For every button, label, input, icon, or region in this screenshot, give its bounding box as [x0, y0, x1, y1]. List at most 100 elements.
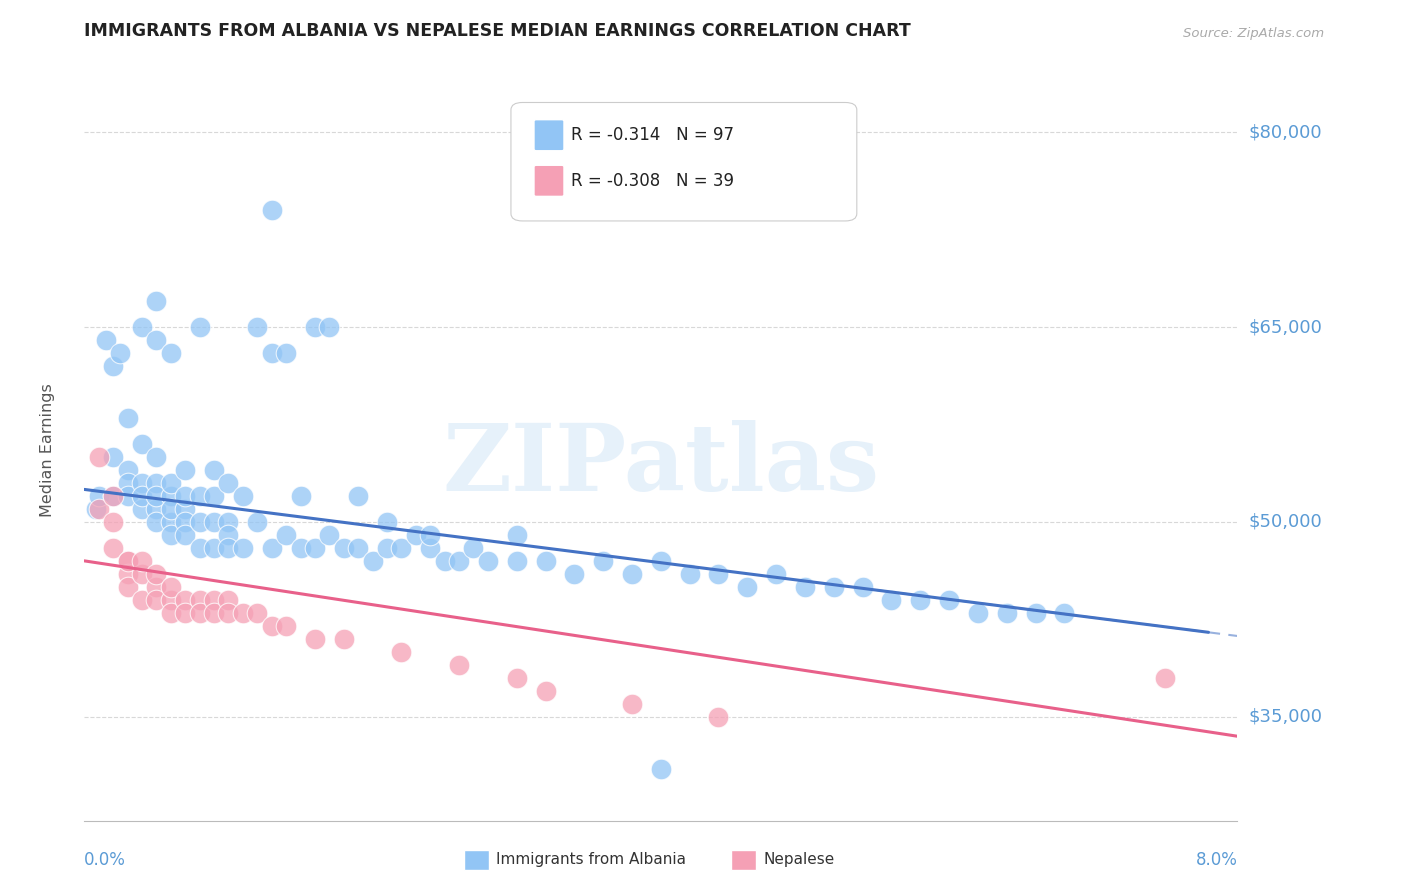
Point	[103, 489, 124, 503]
Point	[145, 475, 167, 490]
Point	[103, 489, 124, 503]
Point	[1025, 606, 1047, 620]
Point	[174, 489, 197, 503]
Point	[260, 541, 283, 555]
Point	[160, 489, 183, 503]
Point	[131, 320, 153, 334]
Point	[202, 541, 225, 555]
Point	[218, 515, 240, 529]
Point	[1154, 671, 1177, 685]
Text: ZIPatlas: ZIPatlas	[443, 420, 879, 510]
Point	[218, 475, 240, 490]
Point	[218, 592, 240, 607]
Point	[174, 528, 197, 542]
Point	[534, 683, 557, 698]
Point	[765, 566, 787, 581]
Point	[995, 606, 1018, 620]
Point	[391, 541, 413, 555]
Point	[506, 528, 529, 542]
Text: $50,000: $50,000	[1249, 513, 1322, 531]
Point	[707, 710, 730, 724]
Point	[145, 515, 167, 529]
Point	[232, 606, 254, 620]
Point	[174, 463, 197, 477]
Point	[218, 541, 240, 555]
Point	[276, 528, 298, 542]
Point	[117, 489, 139, 503]
Text: 8.0%: 8.0%	[1195, 851, 1237, 869]
Point	[333, 632, 356, 646]
Point	[333, 541, 356, 555]
Point	[463, 541, 485, 555]
Point	[202, 606, 225, 620]
Point	[117, 554, 139, 568]
Point	[347, 489, 370, 503]
Point	[246, 606, 269, 620]
Point	[188, 515, 211, 529]
Point	[564, 566, 586, 581]
Text: Source: ZipAtlas.com: Source: ZipAtlas.com	[1182, 27, 1324, 39]
FancyBboxPatch shape	[534, 165, 564, 196]
Text: R = -0.314   N = 97: R = -0.314 N = 97	[571, 126, 734, 145]
Point	[433, 554, 456, 568]
Point	[290, 489, 312, 503]
Point	[160, 515, 183, 529]
Point	[260, 203, 283, 218]
Point	[852, 580, 875, 594]
Point	[880, 592, 903, 607]
Text: R = -0.308   N = 39: R = -0.308 N = 39	[571, 172, 734, 190]
Point	[160, 606, 183, 620]
Point	[117, 411, 139, 425]
Point	[246, 320, 269, 334]
Point	[174, 606, 197, 620]
Point	[449, 554, 471, 568]
Point	[117, 463, 139, 477]
Point	[160, 592, 183, 607]
Point	[110, 346, 132, 360]
FancyBboxPatch shape	[510, 103, 856, 221]
Point	[145, 489, 167, 503]
Point	[375, 515, 398, 529]
Point	[188, 606, 211, 620]
Point	[131, 475, 153, 490]
Point	[145, 592, 167, 607]
Point	[449, 657, 471, 672]
Point	[276, 619, 298, 633]
Point	[131, 554, 153, 568]
Point	[967, 606, 990, 620]
Point	[232, 489, 254, 503]
Point	[737, 580, 759, 594]
Point	[160, 502, 183, 516]
Point	[202, 515, 225, 529]
Point	[910, 592, 932, 607]
Point	[621, 566, 644, 581]
Point	[145, 566, 167, 581]
Point	[650, 762, 672, 776]
Point	[592, 554, 614, 568]
Point	[160, 475, 183, 490]
Point	[506, 671, 529, 685]
Point	[84, 502, 107, 516]
Text: Nepalese: Nepalese	[763, 853, 835, 867]
Point	[707, 566, 730, 581]
Point	[218, 606, 240, 620]
Point	[188, 592, 211, 607]
Point	[679, 566, 702, 581]
Point	[145, 502, 167, 516]
Point	[145, 450, 167, 464]
Text: $80,000: $80,000	[1249, 123, 1322, 141]
Point	[87, 502, 110, 516]
Point	[160, 528, 183, 542]
Point	[246, 515, 269, 529]
Point	[160, 580, 183, 594]
Point	[103, 515, 124, 529]
Text: IMMIGRANTS FROM ALBANIA VS NEPALESE MEDIAN EARNINGS CORRELATION CHART: IMMIGRANTS FROM ALBANIA VS NEPALESE MEDI…	[84, 21, 911, 39]
Point	[103, 450, 124, 464]
Text: $35,000: $35,000	[1249, 707, 1323, 726]
Point	[87, 489, 110, 503]
Point	[103, 541, 124, 555]
Point	[419, 528, 441, 542]
Point	[188, 541, 211, 555]
Point	[318, 320, 340, 334]
Point	[174, 502, 197, 516]
